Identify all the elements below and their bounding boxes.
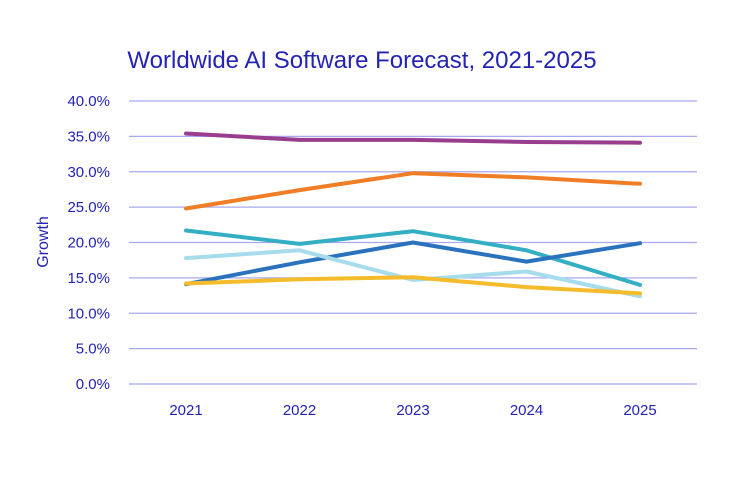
y-tick-label: 10.0%: [67, 305, 110, 322]
y-tick-label: 25.0%: [67, 199, 110, 216]
y-tick-label: 20.0%: [67, 235, 110, 252]
x-tick-label: 2025: [623, 402, 656, 419]
y-axis-label: Growth: [35, 216, 52, 268]
series-line-5: [184, 248, 642, 299]
series-lines: [184, 131, 642, 299]
chart-title: Worldwide AI Software Forecast, 2021-202…: [127, 47, 596, 74]
y-tick-label: 35.0%: [67, 128, 110, 145]
y-tick-label: 40.0%: [67, 93, 110, 110]
series-line-2: [184, 171, 642, 211]
y-tick-label: 15.0%: [67, 270, 110, 287]
x-tick-label: 2021: [169, 402, 202, 419]
series-line-6: [184, 275, 642, 296]
x-tick-labels: 2021 2022 2023 2024 2025: [169, 402, 656, 419]
y-tick-label: 5.0%: [76, 341, 110, 358]
series-line-1: [184, 131, 642, 145]
y-tick-label: 30.0%: [67, 164, 110, 181]
series-line-4: [184, 240, 642, 287]
x-tick-label: 2024: [510, 402, 543, 419]
x-tick-label: 2022: [283, 402, 316, 419]
y-tick-label: 0.0%: [76, 376, 110, 393]
x-tick-label: 2023: [396, 402, 429, 419]
y-tick-labels: 0.0% 5.0% 10.0% 15.0% 20.0% 25.0% 30.0% 35.0% 40…: [67, 93, 110, 393]
series-line-3: [184, 228, 642, 287]
